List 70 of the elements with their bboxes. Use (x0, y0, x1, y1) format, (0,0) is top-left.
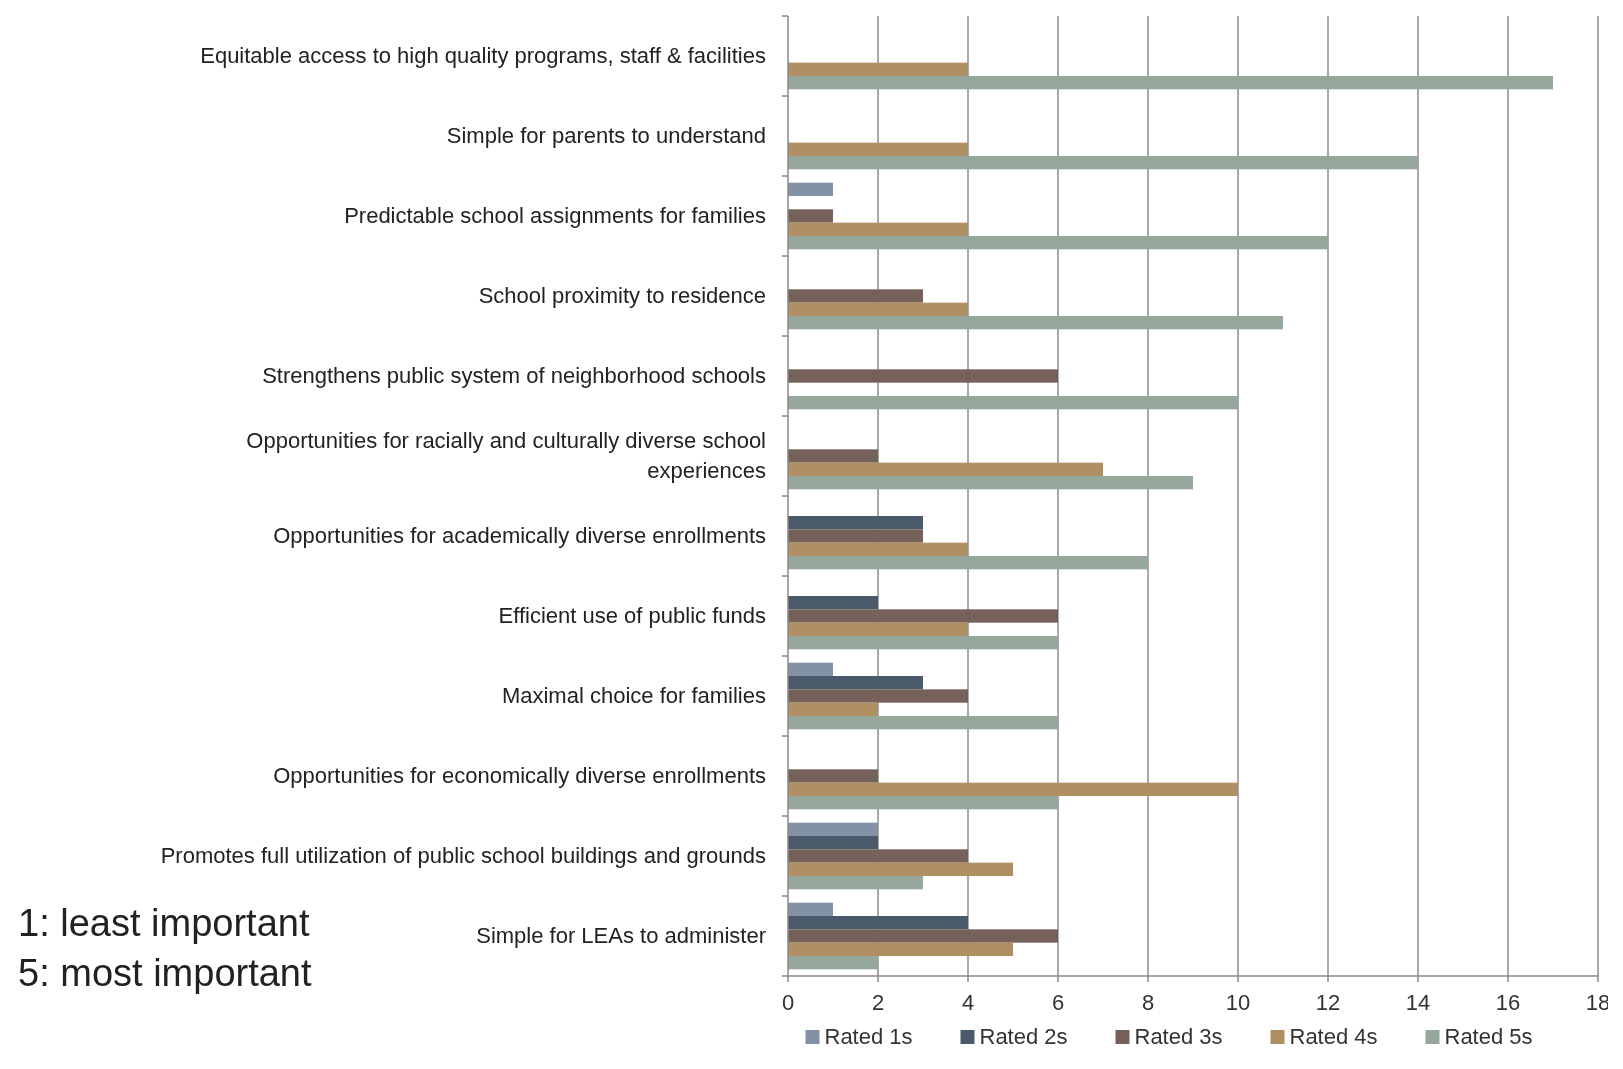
bar (788, 636, 1058, 650)
bar (788, 929, 1058, 943)
legend-label: Rated 2s (979, 1024, 1068, 1049)
legend-label: Rated 3s (1134, 1024, 1223, 1049)
bar (788, 796, 1058, 810)
bar (788, 956, 878, 970)
y-tick-label: Efficient use of public funds (498, 603, 766, 628)
y-tick-label: Simple for LEAs to administer (476, 923, 766, 948)
y-tick-label: Promotes full utilization of public school buildings and grounds (160, 843, 766, 868)
bar (788, 942, 1013, 956)
bar (788, 516, 923, 530)
bar (788, 529, 923, 543)
y-tick-label: Maximal choice for families (501, 683, 766, 708)
bar (788, 862, 1013, 876)
bar (788, 822, 878, 836)
legend-label: Rated 4s (1289, 1024, 1378, 1049)
y-tick-label: Equitable access to high quality programs, staff & facilities (200, 43, 766, 68)
x-tick-label: 12 (1315, 990, 1341, 1015)
x-tick-label: 0 (781, 990, 795, 1015)
bar (788, 676, 923, 690)
x-tick-label: 14 (1405, 990, 1431, 1015)
x-tick-label: 8 (1141, 990, 1155, 1015)
bar (788, 369, 1058, 383)
y-tick-label: Predictable school assignments for families (344, 203, 766, 228)
bar (788, 836, 878, 850)
bar (788, 609, 1058, 623)
bar (788, 596, 878, 610)
bar (788, 662, 833, 676)
bar (788, 209, 833, 223)
bar (788, 876, 923, 890)
y-tick-label: School proximity to residence (478, 283, 766, 308)
bar (788, 769, 878, 783)
legend-label: Rated 5s (1444, 1024, 1533, 1049)
bar (788, 689, 968, 703)
x-tick-label: 6 (1051, 990, 1065, 1015)
bar (788, 289, 923, 303)
bar (788, 222, 968, 236)
bar (788, 316, 1283, 330)
bar (788, 396, 1238, 410)
bar (788, 849, 968, 863)
bar (788, 476, 1193, 490)
bar (788, 916, 968, 930)
bar (788, 462, 1103, 476)
text: 1: least important (18, 902, 310, 944)
bar (788, 902, 833, 916)
bar (788, 302, 968, 316)
x-tick-label: 2 (871, 990, 885, 1015)
bar (788, 142, 968, 156)
bar (788, 556, 1148, 570)
bar (788, 716, 1058, 730)
bar (788, 76, 1553, 90)
bar (788, 542, 968, 556)
bar (788, 236, 1328, 250)
y-tick-label: Opportunities for racially and culturally diverse school experiences (246, 428, 766, 483)
y-tick-label: Simple for parents to understand (446, 123, 766, 148)
bar (788, 62, 968, 76)
bar (788, 622, 968, 636)
bar (788, 782, 1238, 796)
bar (788, 702, 878, 716)
bar (788, 156, 1418, 170)
bar (788, 449, 878, 463)
legend-label: Rated 1s (824, 1024, 913, 1049)
y-tick-label: Strengthens public system of neighborhood schools (262, 363, 766, 388)
y-tick-label: Opportunities for academically diverse enrollments (273, 523, 766, 548)
x-tick-label: 16 (1495, 990, 1521, 1015)
y-tick-label: Opportunities for economically diverse enrollments (273, 763, 766, 788)
bar (788, 182, 833, 196)
text: 5: most important (18, 952, 312, 994)
x-tick-label: 4 (961, 990, 975, 1015)
x-tick-label: 10 (1225, 990, 1251, 1015)
